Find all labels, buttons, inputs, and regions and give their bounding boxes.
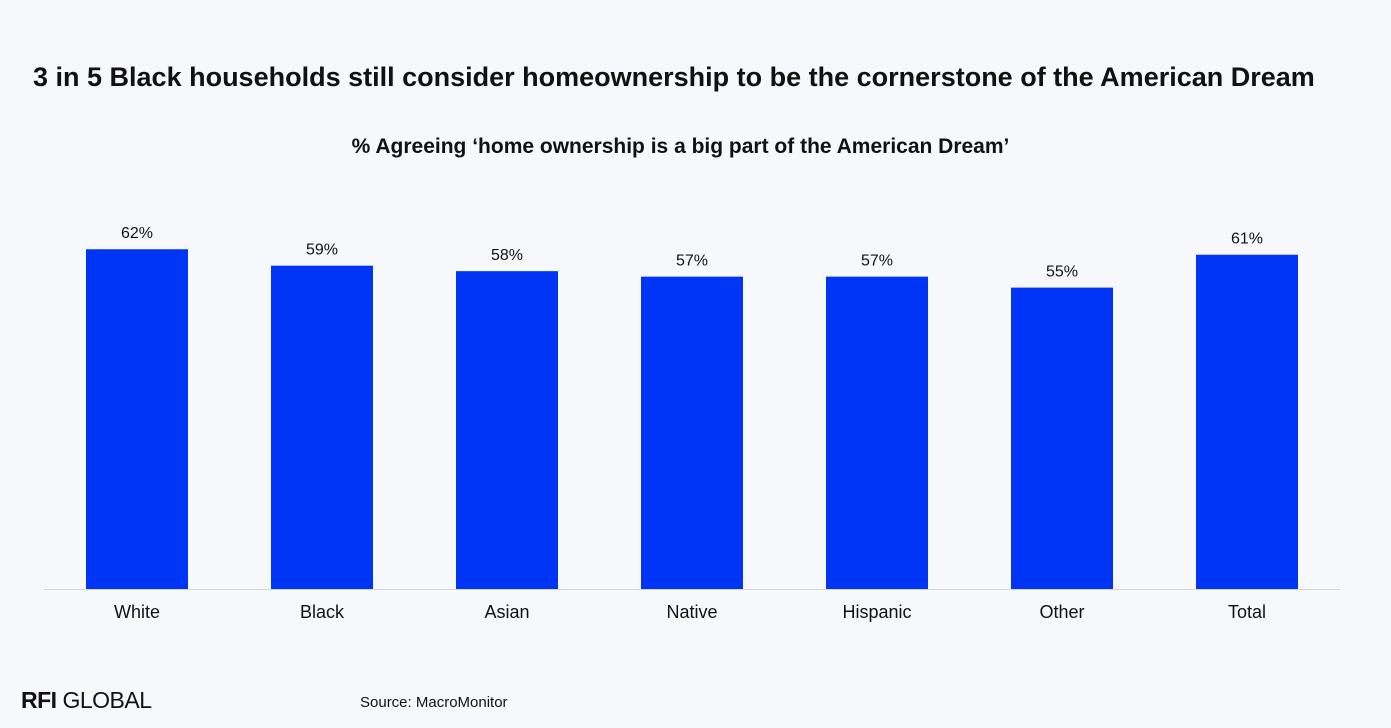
x-tick-label-black: Black	[300, 602, 345, 622]
bar-white	[86, 249, 188, 590]
x-tick-label-asian: Asian	[484, 602, 529, 622]
chart-subtitle: % Agreeing ‘home ownership is a big part…	[351, 135, 1010, 158]
logo-rest-text: GLOBAL	[56, 687, 152, 713]
rfi-global-logo: RFI GLOBAL	[21, 687, 152, 714]
logo-strong-text: RFI	[21, 687, 57, 713]
bar-total	[1196, 254, 1298, 589]
x-tick-label-native: Native	[666, 602, 717, 622]
data-label-hispanic: 57%	[861, 253, 893, 270]
x-tick-label-other: Other	[1039, 602, 1084, 622]
data-label-asian: 58%	[491, 247, 523, 264]
bar-other	[1011, 287, 1113, 589]
bar-hispanic	[826, 276, 928, 589]
x-tick-label-hispanic: Hispanic	[842, 602, 911, 622]
source-note: Source: MacroMonitor	[360, 694, 508, 711]
bar-native	[641, 276, 743, 589]
bar-asian	[456, 271, 558, 589]
data-label-total: 61%	[1231, 231, 1263, 248]
data-label-black: 59%	[306, 242, 338, 259]
data-label-other: 55%	[1046, 264, 1078, 281]
x-tick-label-total: Total	[1228, 602, 1266, 622]
bar-black	[271, 265, 373, 589]
data-label-native: 57%	[676, 253, 708, 270]
data-label-white: 62%	[121, 225, 153, 242]
chart-title: 3 in 5 Black households still consider h…	[33, 62, 1315, 92]
x-tick-label-white: White	[114, 602, 160, 622]
